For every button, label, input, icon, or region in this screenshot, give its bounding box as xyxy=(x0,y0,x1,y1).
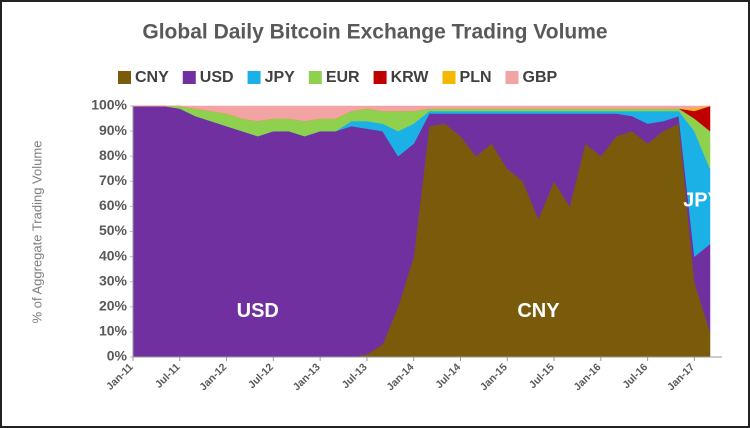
chart-title: Global Daily Bitcoin Exchange Trading Vo… xyxy=(142,21,607,44)
annotation: JPY xyxy=(683,190,721,212)
area xyxy=(133,105,711,122)
y-tick-label: 40% xyxy=(99,247,128,263)
legend-label: USD xyxy=(200,69,234,86)
y-tick-label: 90% xyxy=(99,122,128,138)
legend-label: CNY xyxy=(135,69,169,86)
y-tick-label: 20% xyxy=(99,298,128,314)
y-tick-label: 60% xyxy=(99,197,128,213)
legend-label: PLN xyxy=(460,69,492,86)
legend-label: KRW xyxy=(391,69,430,86)
annotation: USD xyxy=(237,300,279,322)
y-tick-label: 70% xyxy=(99,172,128,188)
y-tick-label: 10% xyxy=(99,323,128,339)
legend-label: EUR xyxy=(326,69,360,86)
legend-label: JPY xyxy=(265,69,296,86)
y-tick-label: 30% xyxy=(99,272,128,288)
legend-swatch xyxy=(247,71,261,84)
y-axis-label: % of Aggregate Trading Volume xyxy=(29,141,44,324)
y-tick-label: 100% xyxy=(91,97,127,113)
legend-swatch xyxy=(373,71,387,84)
legend-swatch xyxy=(505,71,519,84)
y-tick-label: 80% xyxy=(99,147,128,163)
annotation: CNY xyxy=(517,300,560,322)
legend-swatch xyxy=(182,71,196,84)
y-tick-label: 0% xyxy=(107,348,128,364)
legend-swatch xyxy=(118,71,131,84)
legend-label: GBP xyxy=(523,69,558,86)
legend-swatch xyxy=(442,71,456,84)
legend-swatch xyxy=(308,71,322,84)
y-tick-label: 50% xyxy=(99,222,128,238)
